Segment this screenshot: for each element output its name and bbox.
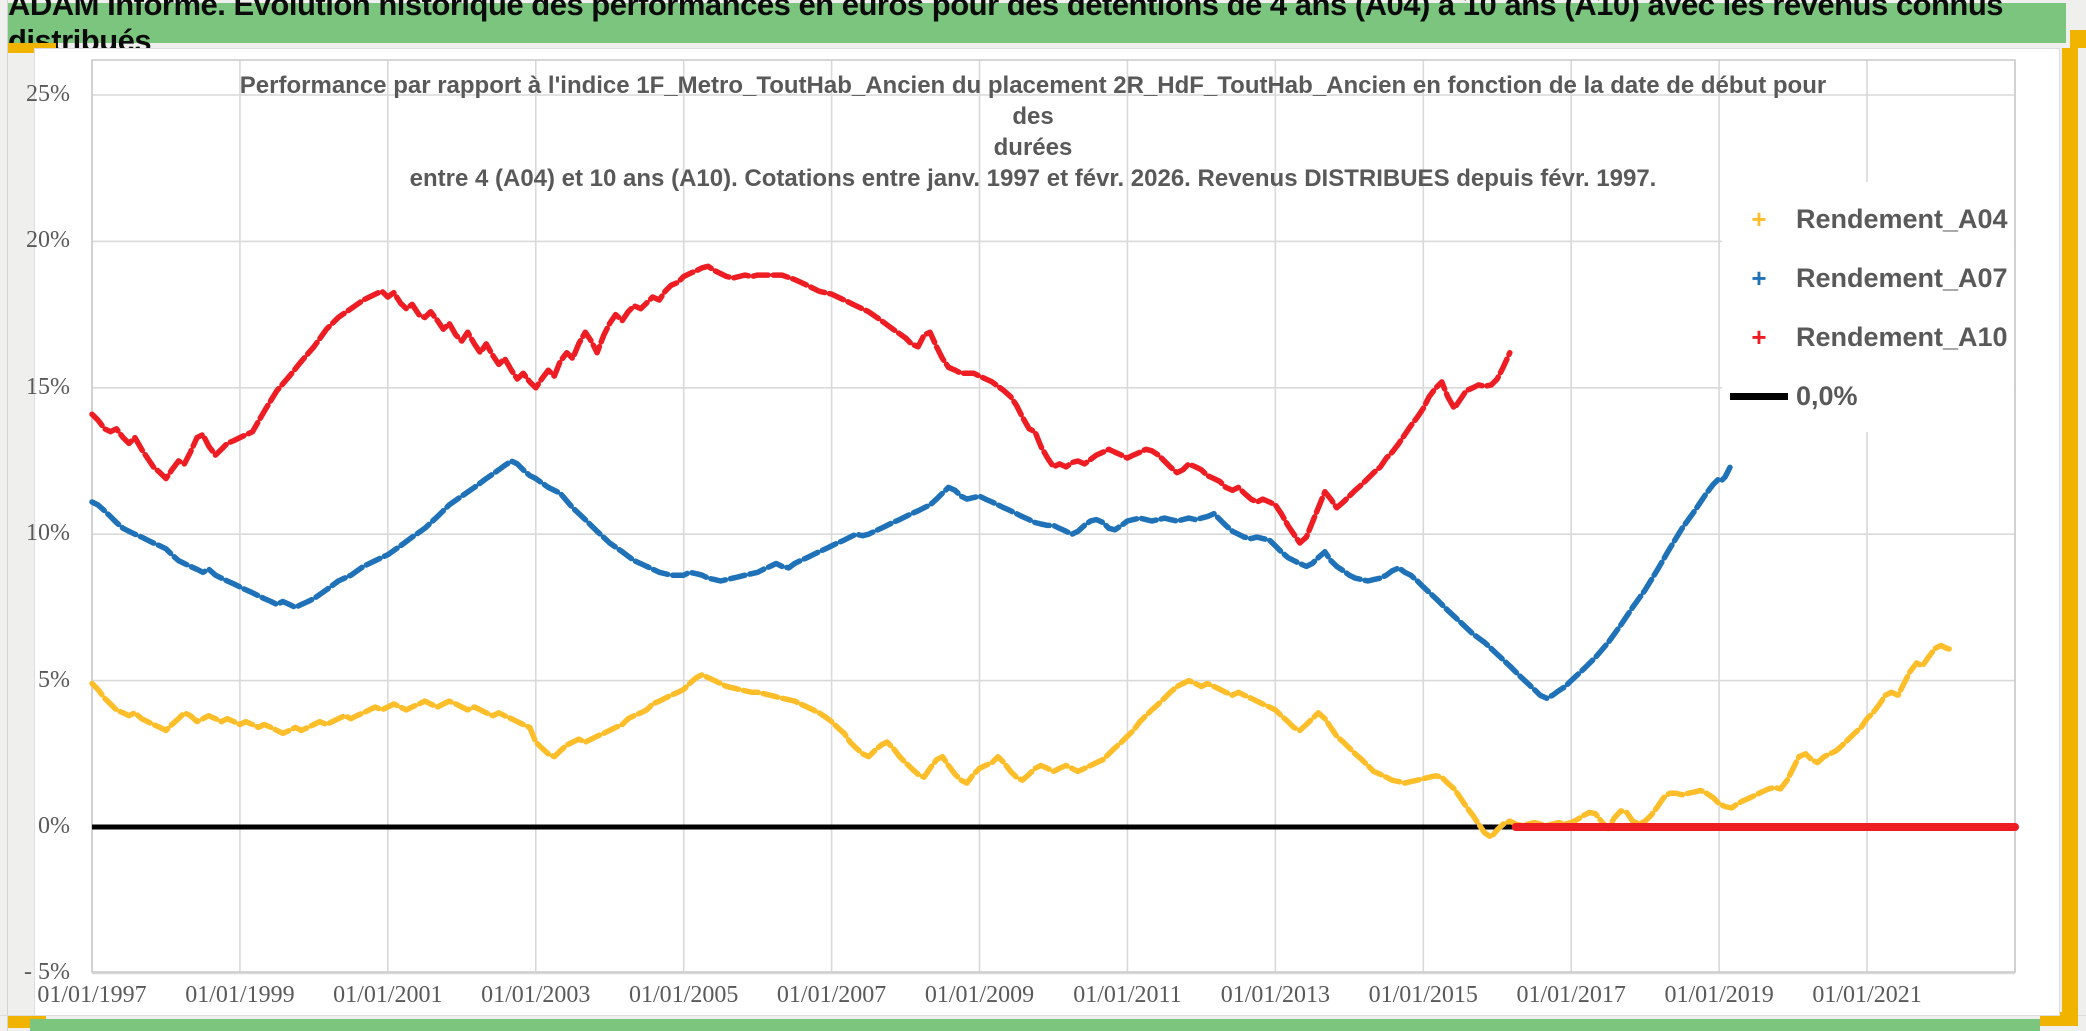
plus-marker-icon: +	[1751, 204, 1767, 234]
legend-label: Rendement_A04	[1796, 204, 2008, 234]
x-tick-label: 01/01/1999	[185, 982, 295, 1008]
chart-title-line3: entre 4 (A04) et 10 ans (A10). Cotations…	[409, 165, 1657, 192]
plus-marker-icon: +	[1751, 263, 1767, 293]
chart-title: Performance par rapport à l'indice 1F_Me…	[223, 70, 1843, 194]
legend-item-rendement-a04: + Rendement_A04	[1722, 190, 2014, 249]
y-tick-label: 25%	[26, 81, 70, 107]
frame-chip-top-right	[2070, 30, 2086, 48]
x-tick-label: 01/01/2017	[1516, 982, 1626, 1008]
page-header-banner: ADAM Informe. Evolution historique des p…	[8, 0, 2066, 58]
y-tick-label: - 5%	[24, 959, 70, 986]
y-tick-label: 20%	[26, 227, 70, 254]
frame-bar-bottom	[30, 1019, 2040, 1031]
frame-chip-top-left	[8, 43, 56, 53]
legend-label: Rendement_A10	[1796, 322, 2008, 352]
x-tick-label: 01/01/2007	[776, 982, 887, 1008]
x-tick-label: 01/01/2001	[333, 982, 443, 1008]
zero-line-icon	[1730, 393, 1788, 400]
x-tick-label: 01/01/2021	[1812, 982, 1922, 1008]
chart-legend: + Rendement_A04 + Rendement_A07 + Rendem…	[1722, 182, 2014, 432]
x-tick-label: 01/01/2009	[924, 982, 1035, 1008]
x-tick-label: 01/01/2019	[1664, 982, 1774, 1008]
x-tick-label: 01/01/2013	[1220, 982, 1331, 1008]
chart-title-line2: durées	[993, 134, 1073, 161]
y-tick-label: 15%	[26, 373, 70, 400]
y-tick-label: 5%	[38, 666, 70, 693]
legend-label: 0,0%	[1796, 381, 1858, 411]
y-tick-label: 10%	[26, 520, 70, 547]
chart-title-line1: Performance par rapport à l'indice 1F_Me…	[239, 72, 1827, 130]
frame-bar-right	[2062, 48, 2078, 1026]
x-tick-label: 01/01/2015	[1368, 982, 1478, 1008]
plus-marker-icon: +	[1751, 322, 1767, 352]
x-tick-label: 01/01/2011	[1073, 982, 1182, 1008]
x-tick-label: 01/01/2005	[629, 982, 739, 1008]
sheet-column-divider	[7, 0, 8, 1031]
x-tick-label: 01/01/2003	[481, 982, 591, 1008]
legend-item-zero-line: 0,0%	[1722, 367, 2014, 426]
x-tick-label: 01/01/1997	[37, 982, 147, 1008]
legend-item-rendement-a07: + Rendement_A07	[1722, 249, 2014, 308]
y-tick-label: 0%	[38, 813, 70, 839]
legend-item-rendement-a10: + Rendement_A10	[1722, 308, 2014, 367]
legend-label: Rendement_A07	[1796, 263, 2008, 293]
